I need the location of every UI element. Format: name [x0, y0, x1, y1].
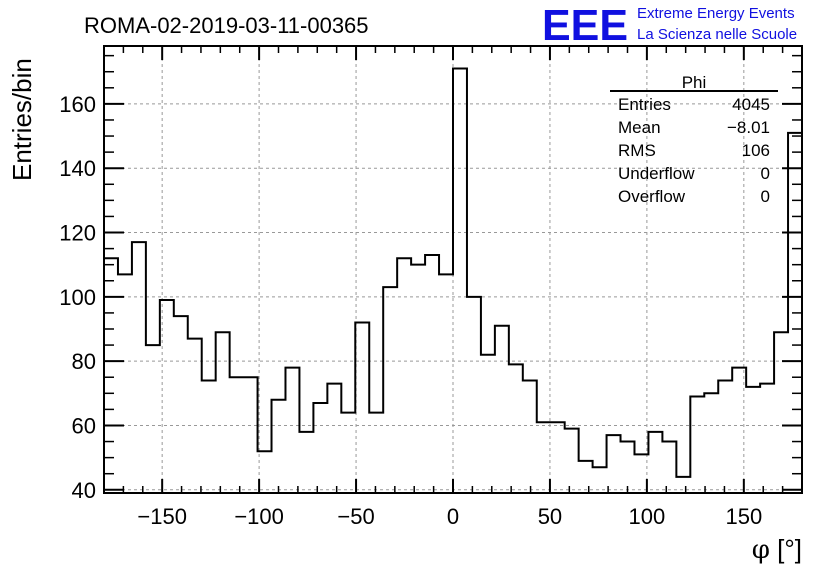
histogram-bin: [411, 265, 425, 493]
x-axis-title-unit: [°]: [777, 534, 802, 564]
histogram-bin: [690, 397, 704, 493]
logo-line-2: La Scienza nelle Scuole: [637, 26, 797, 43]
logo-line-1: Extreme Energy Events: [637, 5, 795, 22]
x-tick-label: −50: [337, 504, 374, 529]
y-tick-label: 140: [59, 156, 96, 181]
x-tick-label: −150: [137, 504, 187, 529]
histogram-bin: [132, 242, 146, 493]
x-tick-label: 100: [629, 504, 666, 529]
x-axis-title-symbol: φ: [752, 535, 770, 565]
stats-value: 0: [761, 164, 770, 183]
histogram-bin: [746, 387, 760, 493]
histogram-outline: [104, 67, 802, 478]
histogram-bin: [565, 429, 579, 493]
histogram-bin: [523, 380, 537, 493]
histogram-bin: [230, 377, 244, 493]
histogram-bin: [285, 368, 299, 493]
x-axis-title: φ [°]: [752, 534, 802, 565]
histogram-bin: [481, 355, 495, 493]
y-tick-labels: 40 60 80 100 120 140 160: [59, 92, 96, 503]
y-tick-label: 60: [72, 413, 96, 438]
eee-logo-mark: EEE: [542, 1, 628, 50]
histogram-bin: [369, 413, 383, 493]
histogram-bin: [551, 422, 565, 493]
histogram-bin: [355, 323, 369, 493]
x-tick-label: −100: [234, 504, 284, 529]
y-tick-label: 80: [72, 349, 96, 374]
y-axis-title: Entries/bin: [7, 58, 37, 181]
stats-label: Underflow: [618, 164, 695, 183]
stats-label: Mean: [618, 118, 661, 137]
histogram-bin: [216, 332, 230, 493]
histogram-bin: [146, 345, 160, 493]
histogram-bin: [704, 393, 718, 493]
y-tick-label: 100: [59, 285, 96, 310]
histogram-bin: [397, 258, 411, 493]
eee-logo: EEE Extreme Energy Events La Scienza nel…: [542, 1, 797, 50]
histogram-bin: [118, 274, 132, 493]
histogram-bin: [202, 380, 216, 493]
histogram-bin: [425, 255, 439, 493]
histogram-bin: [272, 400, 286, 493]
histogram-bin: [607, 435, 621, 493]
histogram-bin: [579, 461, 593, 493]
histogram-bin: [313, 403, 327, 493]
histogram-bin: [439, 274, 453, 493]
histogram-bin: [244, 377, 258, 493]
x-tick-label: 50: [538, 504, 562, 529]
chart-title: ROMA-02-2019-03-11-00365: [84, 13, 369, 38]
histogram-bin: [467, 297, 481, 493]
y-tick-label: 120: [59, 221, 96, 246]
histogram-bin: [495, 326, 509, 493]
stats-value: 4045: [732, 95, 770, 114]
axis-ticks: [103, 46, 803, 493]
stats-name: Phi: [682, 73, 707, 92]
histogram-bin: [327, 384, 341, 493]
histogram-bin: [648, 432, 662, 493]
histogram-bin: [760, 384, 774, 493]
x-tick-labels: −150 −100 −50 0 50 100 150: [137, 504, 762, 529]
histogram-bin: [188, 339, 202, 493]
stats-value: 0: [761, 187, 770, 206]
histogram-bin: [383, 287, 397, 493]
stats-label: Entries: [618, 95, 671, 114]
stats-label: Overflow: [618, 187, 686, 206]
x-tick-label: 0: [447, 504, 459, 529]
stats-label: RMS: [618, 141, 656, 160]
y-tick-label: 160: [59, 92, 96, 117]
histogram-bin: [453, 69, 467, 493]
histogram-bin: [341, 413, 355, 493]
x-tick-label: 150: [725, 504, 762, 529]
histogram-bin: [593, 467, 607, 493]
histogram-bin: [621, 442, 635, 493]
histogram-bin: [662, 442, 676, 493]
y-tick-label: 40: [72, 478, 96, 503]
plot-frame: [103, 45, 803, 494]
histogram-bin: [718, 380, 732, 493]
stats-value: 106: [742, 141, 770, 160]
histogram-bin: [676, 477, 690, 493]
histogram-bin: [299, 432, 313, 493]
stats-value: −8.01: [727, 118, 770, 137]
histogram-bin: [774, 332, 788, 493]
histogram-bin: [537, 422, 551, 493]
stats-box: Phi Entries 4045 Mean −8.01 RMS 106 Underflow 0…: [610, 73, 778, 206]
histogram-bin: [174, 316, 188, 493]
histogram-bin: [509, 364, 523, 493]
